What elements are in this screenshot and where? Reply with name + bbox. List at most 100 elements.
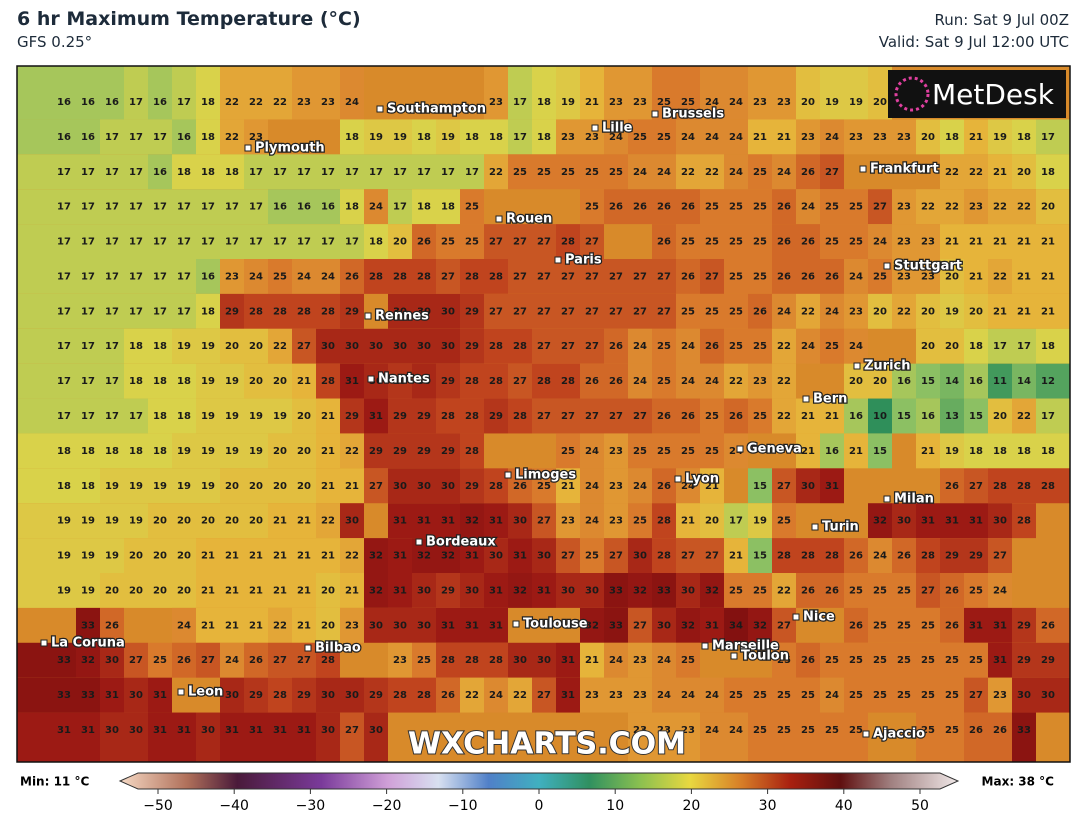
temp-value: 25 [969,655,983,666]
temp-value: 19 [825,97,839,108]
temp-cell [940,642,964,678]
temp-cell [292,433,316,469]
temp-cell [196,433,220,469]
temp-value: 23 [585,690,599,701]
min-label: Min: 11 °C [20,775,89,789]
temp-value: 27 [369,481,383,492]
temp-cell [268,607,292,643]
city-label: Frankfurt [870,162,939,177]
temp-cell [892,573,916,608]
temp-value: 31 [417,516,431,527]
city-label: Limoges [515,468,576,483]
temp-value: 17 [57,167,71,178]
temp-value: 25 [753,341,767,352]
temp-cell [508,363,532,399]
temp-cell [724,363,748,399]
temp-value: 33 [57,655,71,666]
temp-value: 31 [177,725,191,736]
temp-cell [676,642,700,678]
temp-cell [124,224,148,259]
temp-value: 25 [753,725,767,736]
temp-value: 20 [105,585,119,596]
temp-value: 22 [777,376,791,387]
temp-cell [364,573,388,608]
temp-cell [1036,642,1070,678]
temp-value: 23 [897,237,911,248]
temp-cell [100,468,124,504]
temp-cell [220,607,244,643]
temp-value: 24 [849,271,863,282]
temp-value: 18 [945,132,959,143]
temp-cell [532,66,556,120]
temp-cell [868,433,892,469]
temp-value: 17 [81,271,95,282]
temp-cell [220,677,244,713]
temp-value: 25 [705,411,719,422]
temp-value: 29 [345,306,359,317]
temp-value: 25 [945,725,959,736]
temp-cell [532,468,556,504]
temp-cell [508,259,532,294]
temp-value: 27 [921,585,935,596]
temp-cell [268,573,292,608]
temp-value: 27 [537,306,551,317]
temp-value: 21 [1041,237,1055,248]
temp-cell [748,259,772,294]
temp-cell [484,607,508,643]
temp-value: 27 [297,655,311,666]
temp-cell [124,363,148,399]
temp-cell [628,66,652,120]
temp-value: 23 [585,132,599,143]
temp-cell [100,538,124,573]
temp-cell [100,66,124,120]
temp-value: 21 [249,620,263,631]
temp-value: 31 [393,516,407,527]
temp-cell [988,712,1012,762]
temp-value: 32 [369,585,383,596]
temp-cell [988,607,1012,643]
temp-cell [652,224,676,259]
temp-cell [268,293,292,329]
temp-cell [676,607,700,643]
temp-cell [1036,259,1070,294]
city-marker [591,124,599,132]
temp-cell [388,189,412,225]
temp-cell [892,293,916,329]
temp-cell [844,642,868,678]
temp-value: 21 [1017,306,1031,317]
city-marker [802,395,810,403]
temp-value: 30 [537,551,551,562]
temp-cell [604,642,628,678]
temp-value: 22 [945,167,959,178]
temp-value: 32 [465,516,479,527]
temp-cell [460,224,484,259]
temp-value: 23 [753,376,767,387]
temp-value: 22 [993,202,1007,213]
temp-cell [988,642,1012,678]
temp-value: 22 [897,306,911,317]
temp-value: 24 [729,132,743,143]
temp-value: 18 [537,132,551,143]
temp-cell [892,259,916,294]
temp-value: 22 [273,341,287,352]
temp-value: 19 [57,516,71,527]
temp-value: 25 [897,655,911,666]
temp-value: 25 [777,725,791,736]
temp-cell [772,503,796,539]
temp-cell [772,468,796,504]
temp-cell [940,468,964,504]
temp-cell [940,154,964,190]
temp-cell [796,66,820,120]
temp-value: 25 [777,516,791,527]
temp-cell [172,259,196,294]
temp-value: 18 [225,167,239,178]
temp-cell [148,189,172,225]
temp-cell [388,468,412,504]
temp-cell [340,189,364,225]
temp-value: 31 [969,620,983,631]
temp-cell [724,573,748,608]
temp-cell [604,363,628,399]
temp-value: 24 [705,725,719,736]
temp-value: 23 [561,516,575,527]
temp-value: 17 [153,237,167,248]
